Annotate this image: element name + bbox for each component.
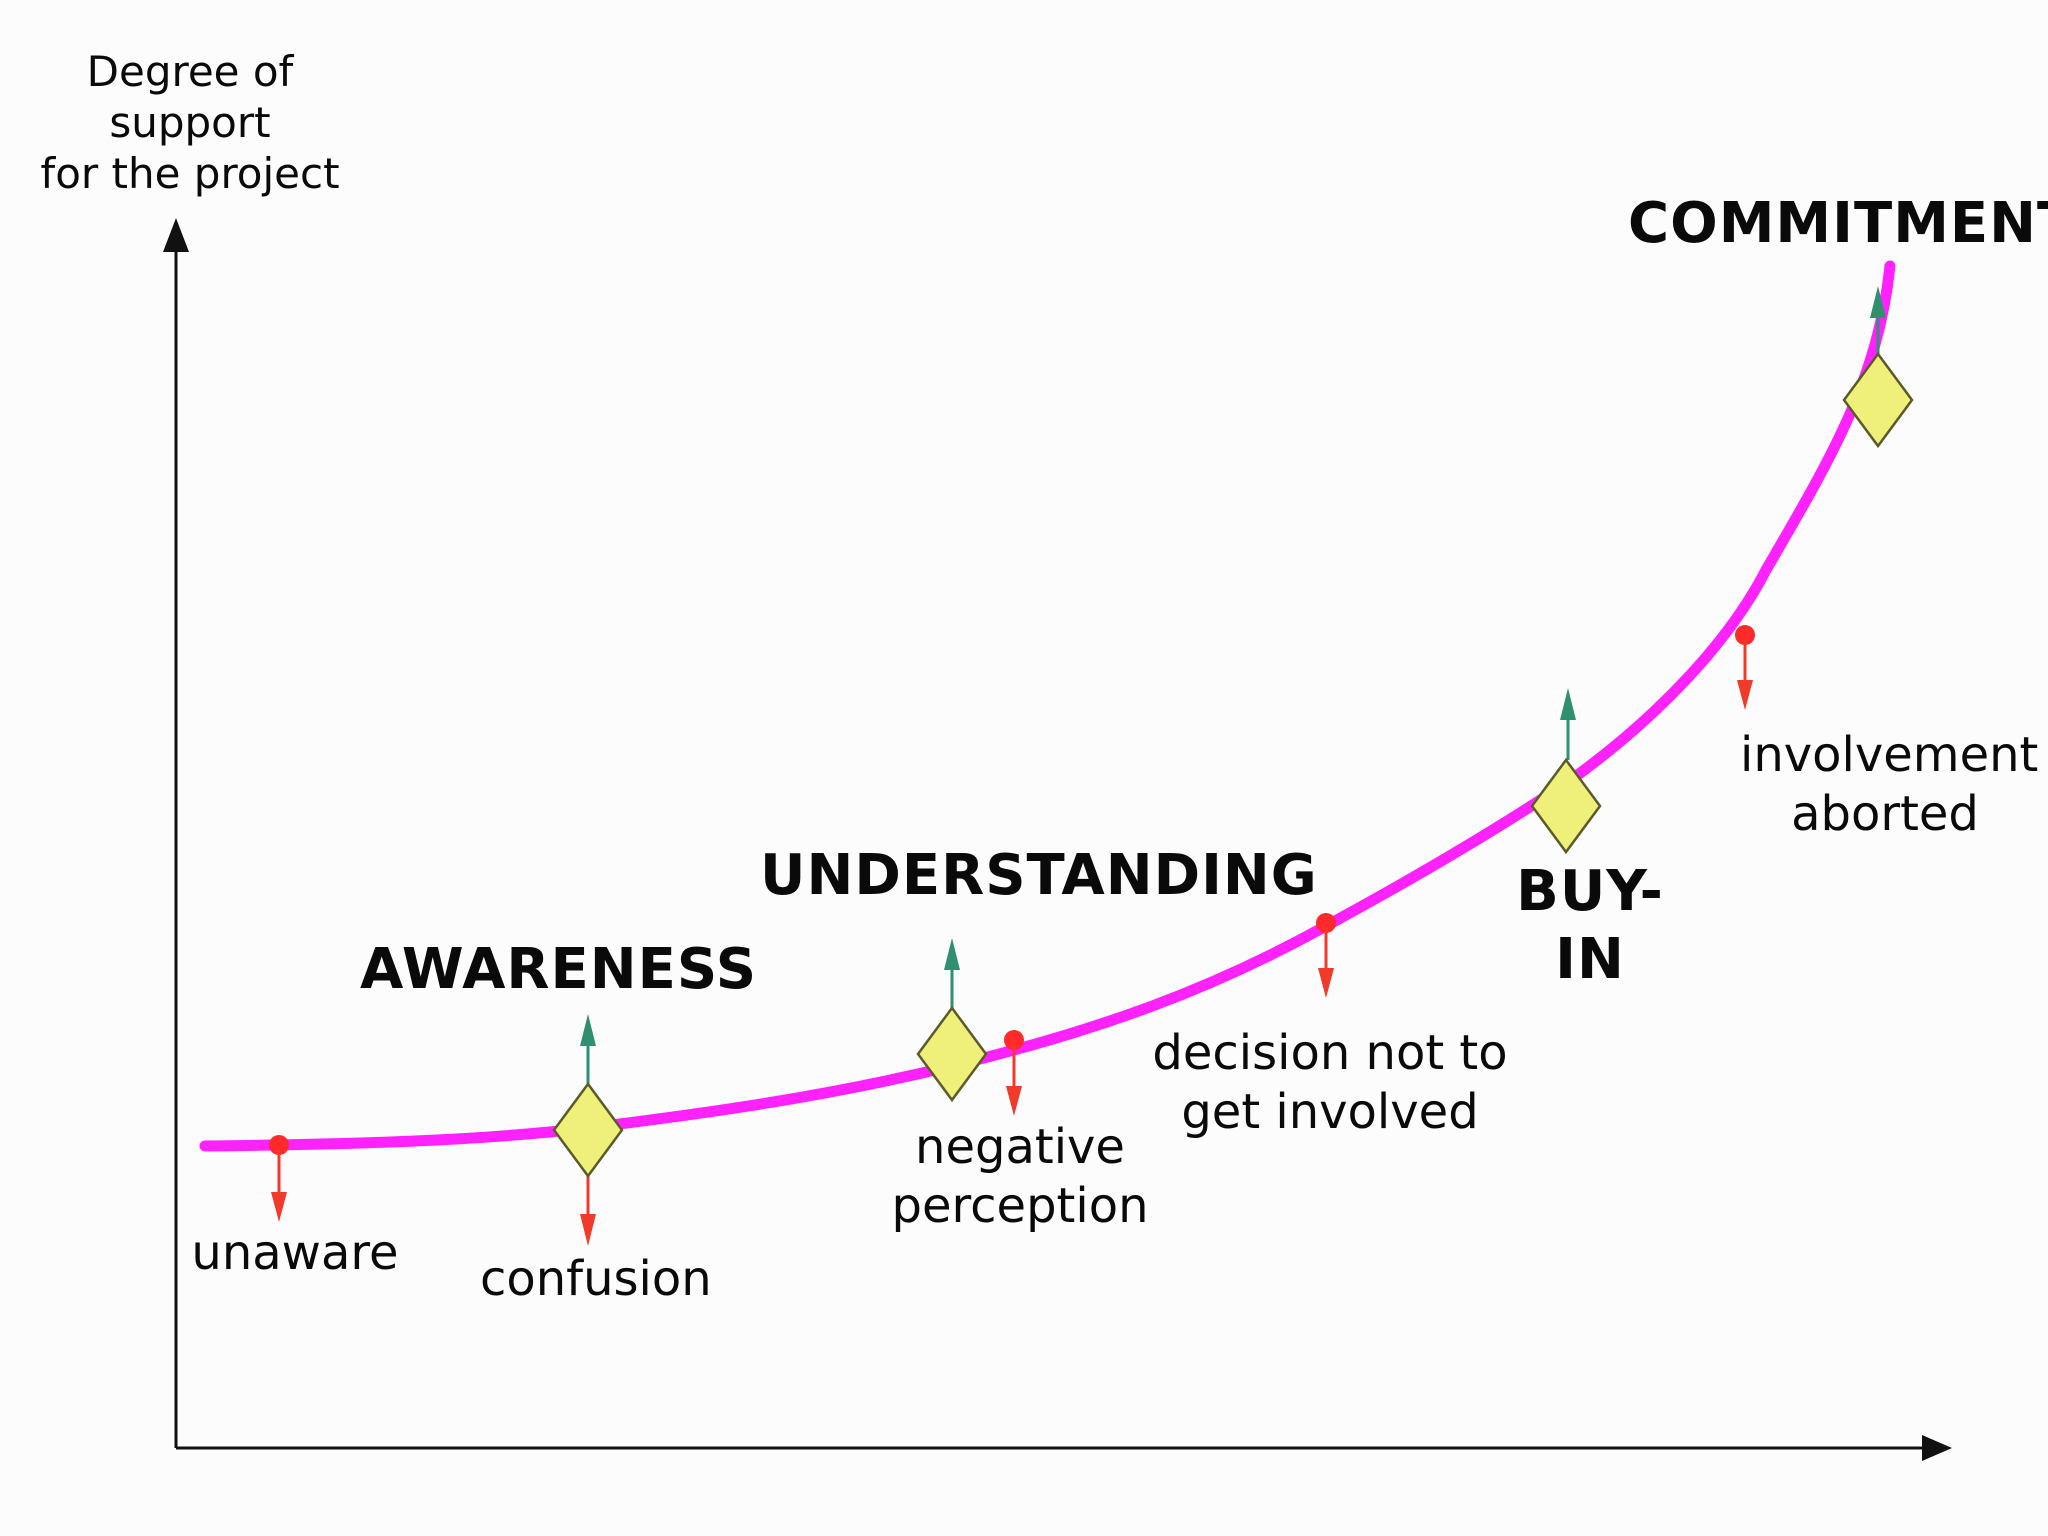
outcome-label-decision-not-to-get-involved: decision not to get involved (1152, 1025, 1508, 1140)
success-arrow (580, 1014, 596, 1090)
milestone-diamond-buy-in (1530, 757, 1602, 855)
success-arrow (944, 938, 960, 1010)
x-axis-arrowhead (1922, 1435, 1952, 1461)
drop-out-marker (1316, 913, 1336, 998)
stage-label-commitment: COMMITMENT (1628, 191, 2048, 256)
outcome-label-confusion: confusion (480, 1251, 712, 1307)
drop-out-marker (580, 1168, 596, 1246)
support-curve (199, 260, 1896, 1152)
milestone-diamond-awareness (552, 1081, 624, 1179)
y-axis-arrowhead (163, 218, 189, 252)
stage-label-awareness: AWARENESS (360, 937, 758, 1002)
milestone-diamond-commitment (1842, 351, 1914, 449)
y-axis-label: Degree of support for the project (40, 47, 340, 199)
drop-out-marker (1004, 1030, 1024, 1116)
outcome-label-unaware: unaware (191, 1225, 399, 1281)
milestone-diamond-understanding (916, 1005, 988, 1103)
success-arrow (1560, 688, 1576, 760)
outcome-label-involvement-aborted: involvement aborted (1740, 727, 2039, 842)
drop-out-marker (269, 1135, 289, 1222)
stage-label-understanding: UNDERSTANDING (760, 843, 1318, 908)
drop-out-marker (1735, 625, 1755, 710)
outcome-label-negative-perception: negative perception (891, 1119, 1149, 1234)
stage-label-buy-in: BUY-IN (1516, 859, 1664, 993)
